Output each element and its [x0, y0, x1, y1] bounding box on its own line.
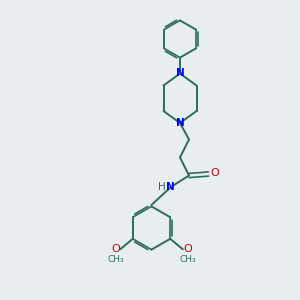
Text: CH₃: CH₃ — [179, 255, 196, 264]
Text: O: O — [111, 244, 120, 254]
Text: H: H — [158, 182, 166, 193]
Text: O: O — [183, 244, 192, 254]
Text: O: O — [211, 168, 220, 178]
Text: CH₃: CH₃ — [107, 255, 124, 264]
Text: N: N — [176, 68, 184, 79]
Text: N: N — [176, 118, 184, 128]
Text: N: N — [166, 182, 175, 193]
